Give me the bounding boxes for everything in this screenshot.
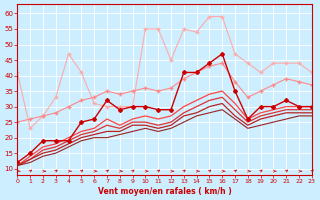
X-axis label: Vent moyen/en rafales ( km/h ): Vent moyen/en rafales ( km/h ) — [98, 187, 231, 196]
